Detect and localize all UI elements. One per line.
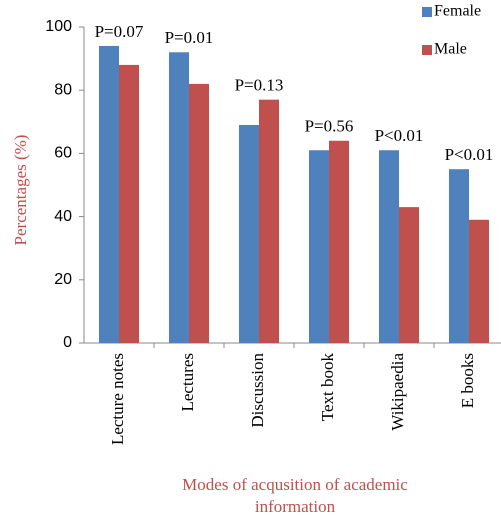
y-tick-label: 20: [54, 271, 72, 288]
bar: [469, 219, 489, 343]
y-tick-label: 100: [45, 18, 72, 35]
bar: [119, 64, 139, 344]
bar: [329, 140, 349, 343]
bar: [379, 150, 399, 343]
bar: [99, 45, 119, 344]
y-tick-label: 0: [63, 334, 72, 351]
annotation: P=0.01: [165, 28, 214, 47]
annotation: P=0.56: [305, 117, 354, 136]
bar: [309, 150, 329, 343]
y-tick-label: 80: [54, 81, 72, 98]
annotation: P=0.07: [95, 22, 144, 41]
bar: [259, 99, 279, 344]
x-tick-label: Wikipaedia: [388, 353, 407, 431]
y-axis-label: Percentages (%): [11, 135, 30, 246]
legend-label: Male: [434, 41, 467, 58]
x-tick-label: Discussion: [248, 353, 267, 428]
annotation: P=0.13: [235, 76, 284, 95]
annotation: P<0.01: [445, 145, 494, 164]
x-axis-label: Modes of acqusition of academic informat…: [182, 475, 408, 516]
x-tick-label: Lectures: [178, 353, 197, 412]
y-tick-label: 40: [54, 208, 72, 225]
bar: [449, 169, 469, 343]
x-tick-label: Lecture notes: [108, 353, 127, 445]
bar: [189, 83, 209, 343]
legend-label: Female: [434, 3, 481, 20]
x-tick-label: E books: [458, 353, 477, 408]
annotation: P<0.01: [375, 126, 424, 145]
bar: [399, 207, 419, 343]
bar: [169, 52, 189, 343]
y-tick-label: 60: [54, 145, 72, 162]
legend-swatch: [422, 7, 432, 17]
x-tick-label: Text book: [318, 353, 337, 422]
legend-swatch: [422, 45, 432, 55]
bar: [239, 124, 259, 344]
